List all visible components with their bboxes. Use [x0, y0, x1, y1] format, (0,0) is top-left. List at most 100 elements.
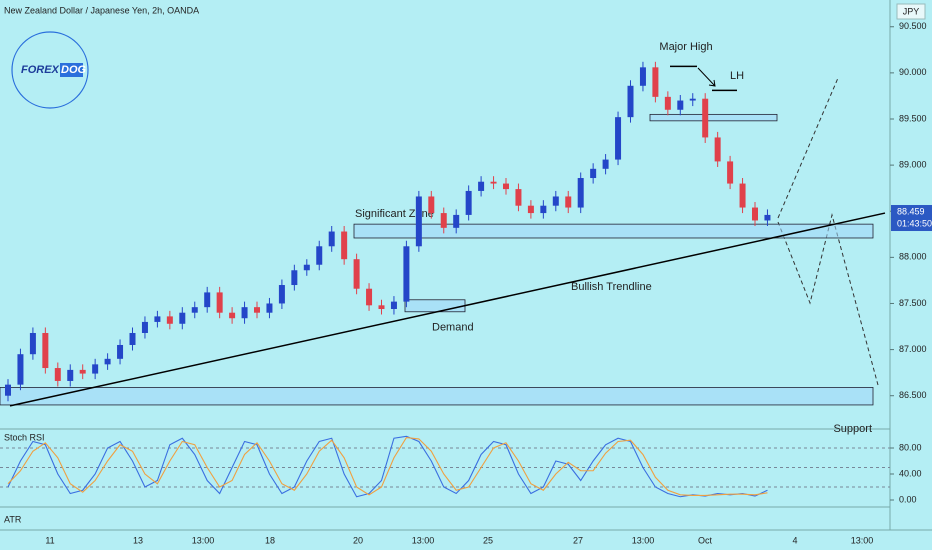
x-tick-label: 18	[265, 535, 275, 545]
candle-body	[266, 303, 273, 313]
candle-body	[366, 288, 373, 306]
x-tick-label: 27	[573, 535, 583, 545]
x-tick-label: 4	[792, 535, 797, 545]
level-label: Major High	[659, 41, 712, 53]
candle-body	[291, 270, 298, 286]
zone	[0, 387, 874, 406]
candle-body	[752, 207, 758, 221]
candle-body	[179, 312, 186, 324]
y-tick-label: 86.500	[899, 390, 927, 400]
candle-body	[739, 183, 746, 208]
candle-body	[565, 196, 572, 208]
candle-body	[29, 332, 36, 355]
candle-body	[652, 67, 659, 97]
x-tick-label: 13:00	[851, 535, 874, 545]
candle-body	[154, 316, 161, 322]
candle-body	[689, 98, 696, 101]
price-badge	[891, 205, 932, 232]
zone-label: Support	[833, 423, 872, 435]
logo-circle	[11, 31, 89, 109]
candle-body	[415, 196, 422, 247]
candle-body	[664, 96, 671, 110]
candle-body	[590, 168, 597, 179]
candle-body	[527, 205, 534, 214]
y-tick-label: 40.00	[899, 468, 922, 478]
candle-body	[453, 214, 460, 228]
candle-body	[303, 264, 310, 271]
candle-body	[478, 181, 485, 191]
y-tick-label: 88.000	[899, 252, 927, 262]
x-tick-label: 13:00	[632, 535, 655, 545]
logo-box	[60, 63, 83, 77]
x-tick-label: 11	[45, 535, 54, 545]
candle-body	[341, 231, 348, 260]
stoch-line	[7, 435, 768, 498]
candle-body	[490, 181, 497, 184]
projection	[777, 213, 879, 386]
candle-body	[5, 384, 11, 396]
y-tick-label: 87.000	[899, 344, 927, 354]
candle-body	[42, 332, 49, 369]
candle-body	[67, 369, 74, 381]
y-tick-label: 87.500	[899, 298, 927, 308]
x-tick-label: Oct	[698, 535, 713, 545]
currency-box	[896, 3, 926, 20]
currency: JPY	[903, 6, 920, 16]
candle-body	[714, 137, 721, 162]
logo-text: DOG	[61, 64, 87, 76]
candle-body	[764, 214, 771, 221]
indicator-title: Stoch RSI	[4, 432, 45, 442]
candle-body	[515, 189, 522, 206]
candle-body	[577, 178, 584, 208]
candle-body	[316, 246, 323, 265]
x-tick-label: 13:00	[192, 535, 215, 545]
candle-body	[54, 368, 61, 381]
zone	[649, 113, 778, 122]
y-tick-label: 90.000	[899, 67, 927, 77]
candle-body	[390, 301, 397, 310]
chart-title: New Zealand Dollar / Japanese Yen, 2h, O…	[4, 5, 199, 15]
y-tick-label: 90.500	[899, 21, 927, 31]
indicator-title: ATR	[4, 514, 22, 524]
candle-body	[353, 259, 360, 289]
zone	[404, 299, 466, 313]
level-label: LH	[730, 70, 744, 82]
x-tick-label: 13	[133, 535, 143, 545]
candle-body	[204, 292, 211, 308]
candle-body	[440, 213, 447, 228]
trendline	[9, 212, 886, 407]
candle-body	[378, 305, 385, 310]
x-tick-label: 25	[483, 535, 493, 545]
x-tick-label: 20	[353, 535, 363, 545]
candle-body	[79, 369, 86, 374]
price-badge-label: 88.459	[897, 206, 925, 216]
candle-body	[129, 332, 136, 345]
price-badge-countdown: 01:43:50	[897, 218, 932, 228]
candle-body	[92, 364, 99, 374]
y-tick-label: 80.00	[899, 442, 922, 452]
trendline-label: Bullish Trendline	[571, 281, 652, 293]
candle-body	[677, 100, 684, 110]
zone	[353, 223, 874, 239]
candle-body	[428, 196, 435, 214]
stoch-line	[7, 437, 768, 496]
candle-body	[552, 196, 559, 206]
projection	[777, 77, 839, 219]
y-tick-label: 0.00	[899, 494, 917, 504]
zone-label: Demand	[432, 322, 474, 334]
candle-body	[278, 285, 285, 304]
candle-body	[465, 190, 472, 215]
zone-label: Significant Zone	[355, 208, 434, 220]
y-tick-label: 89.000	[899, 159, 927, 169]
candle-body	[191, 307, 198, 313]
candle-body	[727, 161, 734, 184]
candle-body	[540, 205, 547, 214]
candle-body	[503, 183, 509, 190]
logo-text: FOREX	[21, 64, 60, 76]
x-tick-label: 13:00	[412, 535, 435, 545]
candle-body	[615, 117, 622, 160]
candle-body	[117, 344, 124, 359]
candle-body	[403, 246, 410, 302]
